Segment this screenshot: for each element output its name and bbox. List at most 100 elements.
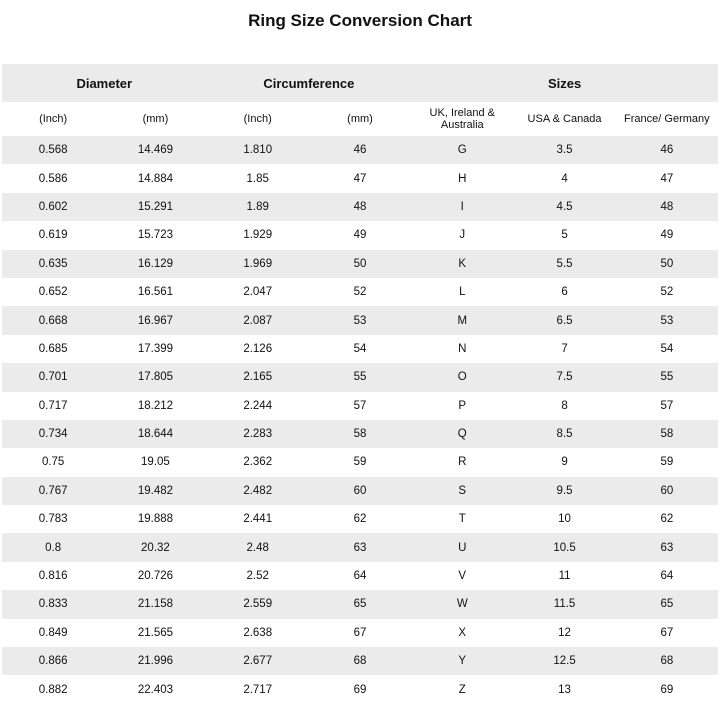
table-cell: 2.283 xyxy=(206,419,309,449)
table-cell: 18.644 xyxy=(104,419,207,449)
table-row: 0.568 14.469 1.810 46 G 3.5 46 xyxy=(2,136,718,165)
table-cell: 0.816 xyxy=(38,570,68,583)
table-cell: 50 xyxy=(308,249,412,278)
group-header-row: Diameter Circumference Sizes xyxy=(2,64,718,102)
table-cell: 4.5 xyxy=(513,192,616,222)
table-cell: 0.866 xyxy=(2,647,105,676)
table-cell: 69 xyxy=(660,683,674,696)
table-cell: 0.668 xyxy=(2,306,105,335)
table-cell: 49 xyxy=(353,229,367,242)
column-header: (Inch) xyxy=(243,113,272,125)
table-cell: 55 xyxy=(615,363,718,392)
table-cell: P xyxy=(458,399,467,412)
table-cell: 3.5 xyxy=(513,136,616,165)
table-cell: S xyxy=(411,476,514,506)
table-cell: 21.565 xyxy=(137,626,174,639)
table-cell: 60 xyxy=(308,476,412,506)
table-cell: 6.5 xyxy=(513,306,616,335)
table-row: 0.635 16.129 1.969 50 K 5.5 50 xyxy=(2,249,718,278)
table-cell: 2.559 xyxy=(206,590,309,619)
table-cell: K xyxy=(411,249,514,278)
table-cell: 7.5 xyxy=(513,363,616,392)
table-cell: 20.726 xyxy=(137,570,174,583)
table-cell: 55 xyxy=(308,363,412,392)
table-cell: 0.701 xyxy=(2,363,105,392)
table-cell: 50 xyxy=(615,249,718,278)
table-cell: 19.888 xyxy=(137,513,174,526)
table-cell: 1.810 xyxy=(206,136,309,165)
table-cell: 15.291 xyxy=(104,192,207,222)
table-cell: 10 xyxy=(558,513,571,526)
table-cell: 0.783 xyxy=(38,513,68,526)
table-cell: 15.723 xyxy=(137,229,174,242)
table-cell: O xyxy=(411,363,514,392)
table-cell: 0.619 xyxy=(38,229,68,242)
table-cell: Y xyxy=(411,647,514,676)
group-header-diameter: Diameter xyxy=(2,64,207,102)
table-cell: 17.399 xyxy=(137,342,174,355)
table-cell: 18.212 xyxy=(137,399,174,412)
table-cell: 58 xyxy=(615,419,718,449)
table-row: 0.586 14.884 1.85 47 H 4 47 xyxy=(2,164,718,192)
table-row: 0.734 18.644 2.283 58 Q 8.5 58 xyxy=(2,419,718,449)
table-cell: 54 xyxy=(660,342,674,355)
table-cell: 1.89 xyxy=(206,192,309,222)
table-cell: 11 xyxy=(558,570,571,583)
table-cell: 48 xyxy=(615,192,718,222)
table-cell: 5 xyxy=(561,229,568,242)
table-cell: 10.5 xyxy=(513,533,616,562)
page-title: Ring Size Conversion Chart xyxy=(248,11,472,30)
table-cell: 2.441 xyxy=(243,513,273,526)
table-cell: 0.882 xyxy=(38,683,68,696)
table-cell: 49 xyxy=(660,229,674,242)
table-cell: I xyxy=(411,192,514,222)
table-cell: 0.635 xyxy=(2,249,105,278)
table-cell: 2.126 xyxy=(243,342,273,355)
table-cell: 1.969 xyxy=(206,249,309,278)
table-cell: 52 xyxy=(660,286,674,299)
table-cell: 59 xyxy=(660,456,674,469)
table-cell: 9.5 xyxy=(513,476,616,506)
table-cell: Z xyxy=(458,683,466,696)
table-cell: 0.8 xyxy=(2,533,105,562)
table-cell: 64 xyxy=(353,570,367,583)
table-cell: U xyxy=(411,533,514,562)
table-cell: 0.685 xyxy=(38,342,68,355)
table-row: 0.783 19.888 2.441 62 T 10 62 xyxy=(2,505,718,533)
column-header: France/ Germany xyxy=(624,113,710,125)
group-header-circumference: Circumference xyxy=(206,64,412,102)
table-cell: 9 xyxy=(561,456,568,469)
table-cell: N xyxy=(458,342,467,355)
table-cell: 0.717 xyxy=(38,399,68,412)
table-cell: 22.403 xyxy=(137,683,174,696)
table-cell: 2.244 xyxy=(243,399,273,412)
table-row: 0.882 22.403 2.717 69 Z 13 69 xyxy=(2,675,718,703)
table-cell: 46 xyxy=(308,136,412,165)
column-header: (mm) xyxy=(142,113,169,125)
table-cell: 53 xyxy=(308,306,412,335)
table-cell: 1.85 xyxy=(246,172,269,185)
table-cell: 20.32 xyxy=(104,533,207,562)
table-cell: 8.5 xyxy=(513,419,616,449)
table-cell: 2.047 xyxy=(243,286,273,299)
table-cell: 11.5 xyxy=(513,590,616,619)
table-cell: 14.469 xyxy=(104,136,207,165)
table-cell: 47 xyxy=(353,172,367,185)
table-cell: 2.482 xyxy=(206,476,309,506)
table-cell: 14.884 xyxy=(137,172,174,185)
table-cell: 58 xyxy=(308,419,412,449)
table-cell: 6 xyxy=(561,286,568,299)
table-cell: 2.52 xyxy=(246,570,269,583)
table-cell: L xyxy=(459,286,466,299)
table-cell: 21.996 xyxy=(104,647,207,676)
table-cell: M xyxy=(411,306,514,335)
table-cell: 2.087 xyxy=(206,306,309,335)
table-cell: 65 xyxy=(615,590,718,619)
table-cell: 16.967 xyxy=(104,306,207,335)
table-cell: 63 xyxy=(308,533,412,562)
table-cell: 0.652 xyxy=(38,286,68,299)
table-cell: 0.833 xyxy=(2,590,105,619)
table-cell: 4 xyxy=(561,172,568,185)
table-cell: 67 xyxy=(660,626,674,639)
table-cell: 60 xyxy=(615,476,718,506)
